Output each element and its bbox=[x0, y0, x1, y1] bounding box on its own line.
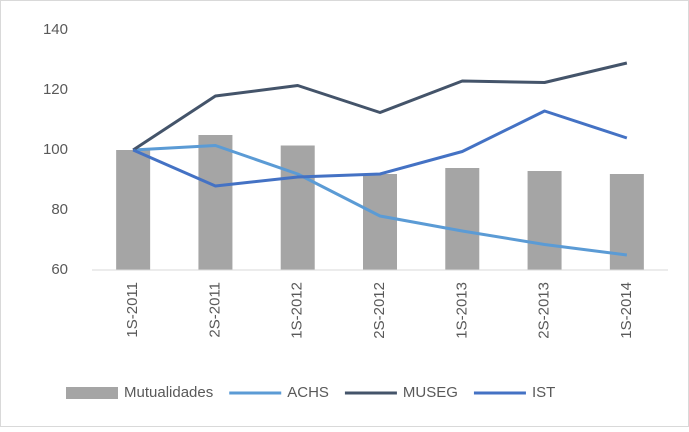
legend-label: IST bbox=[532, 384, 555, 401]
x-tick-label: 2S-2011 bbox=[206, 282, 223, 338]
x-tick-label: 1S-2012 bbox=[289, 282, 306, 339]
x-tick-label: 1S-2014 bbox=[618, 282, 635, 339]
legend-label: MUSEG bbox=[403, 384, 458, 401]
x-tick-label: 1S-2011 bbox=[124, 282, 141, 338]
y-tick-label: 120 bbox=[43, 81, 68, 98]
legend-swatch bbox=[66, 387, 118, 399]
legend-label: Mutualidades bbox=[124, 384, 213, 401]
y-tick-label: 60 bbox=[51, 261, 68, 278]
bar bbox=[116, 150, 151, 270]
x-tick-label: 2S-2013 bbox=[536, 282, 553, 339]
y-tick-label: 140 bbox=[43, 21, 68, 38]
bar bbox=[527, 171, 562, 270]
bar bbox=[609, 174, 644, 270]
bar bbox=[198, 135, 233, 270]
y-tick-label: 80 bbox=[51, 201, 68, 218]
bar bbox=[363, 174, 397, 270]
x-tick-label: 2S-2012 bbox=[371, 282, 388, 339]
legend-label: ACHS bbox=[287, 384, 329, 401]
bar bbox=[445, 168, 480, 270]
line bbox=[132, 61, 628, 152]
line bbox=[132, 109, 628, 188]
x-tick-label: 1S-2013 bbox=[453, 282, 470, 339]
bar bbox=[280, 145, 315, 270]
y-tick-label: 100 bbox=[43, 141, 68, 158]
line bbox=[133, 144, 628, 257]
